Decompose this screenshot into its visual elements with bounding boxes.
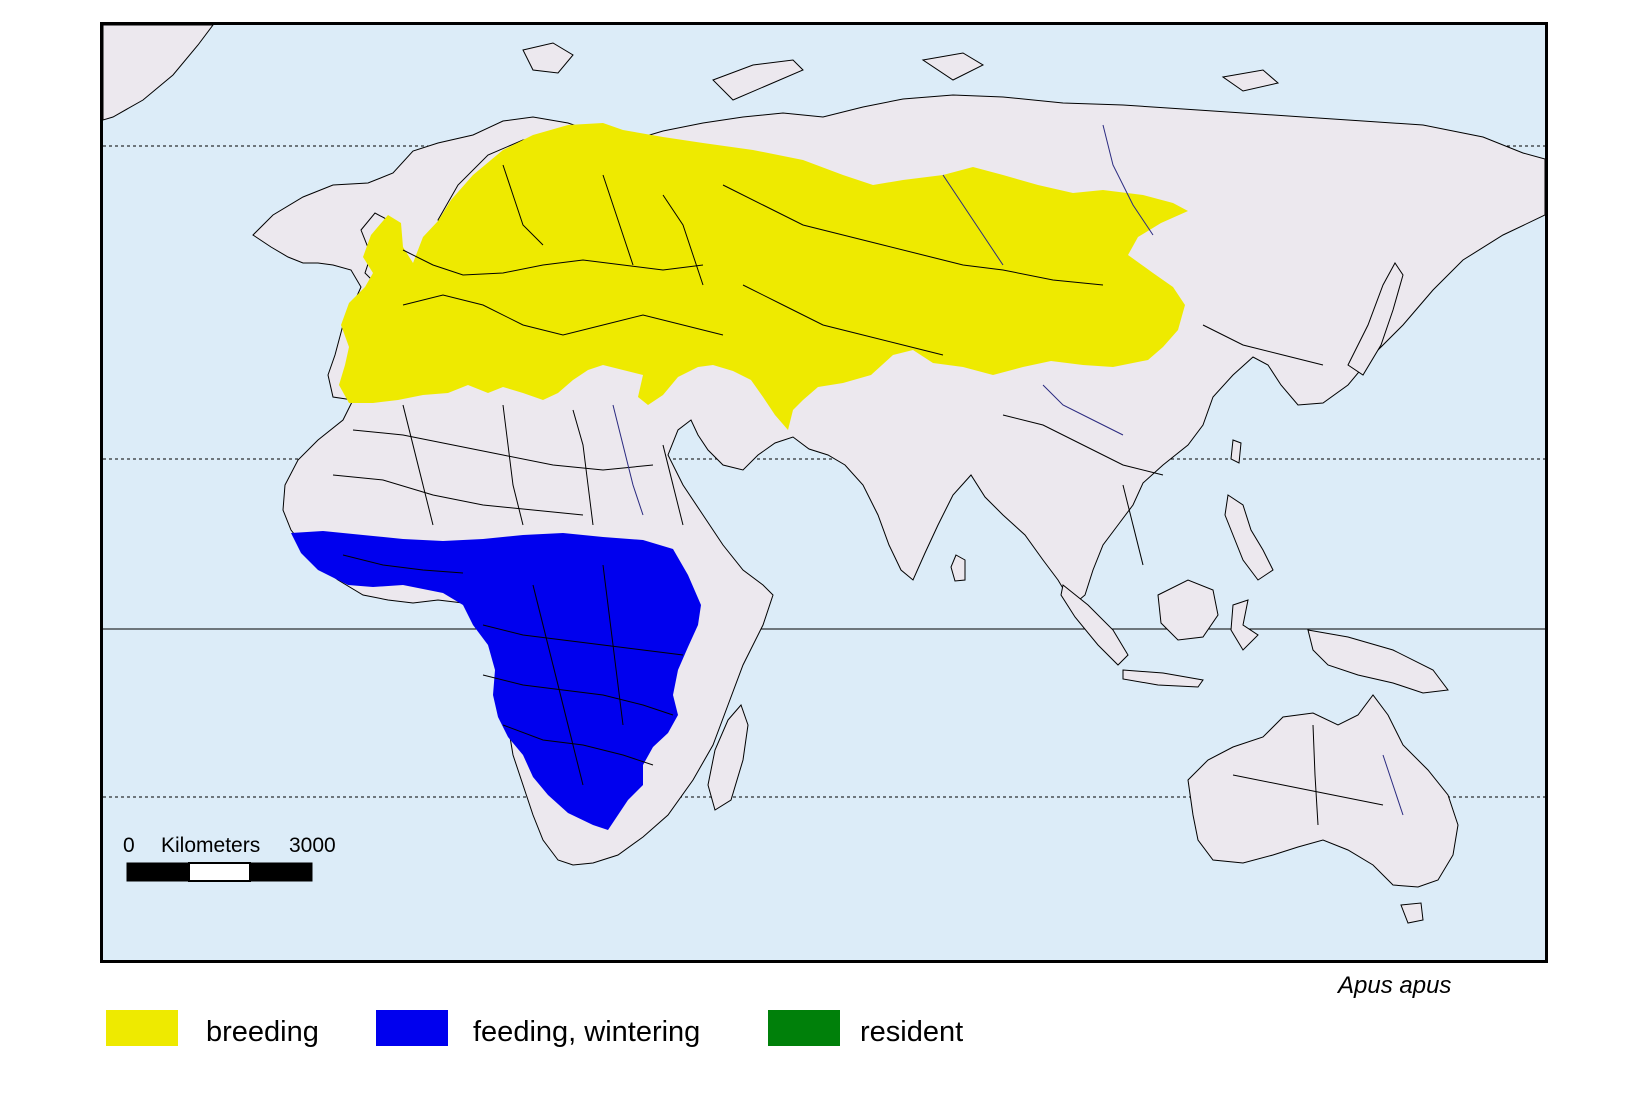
legend-label-breeding: breeding bbox=[206, 1016, 319, 1048]
species-name: Apus apus bbox=[1338, 972, 1452, 999]
svalbard bbox=[522, 42, 574, 74]
tasmania bbox=[1400, 902, 1424, 924]
novaya-zemlya bbox=[712, 59, 804, 101]
legend-swatch-resident bbox=[768, 1010, 840, 1046]
madagascar bbox=[707, 704, 749, 811]
java bbox=[1122, 669, 1204, 688]
taiwan bbox=[1230, 439, 1242, 464]
scale-bar-segment-3 bbox=[249, 862, 313, 882]
breeding-range-area bbox=[339, 123, 1188, 430]
borneo bbox=[1157, 579, 1219, 641]
new-guinea bbox=[1307, 629, 1449, 694]
philippines bbox=[1224, 494, 1274, 581]
range-map bbox=[103, 25, 1545, 924]
wintering-range-area bbox=[291, 531, 701, 830]
new-siberian-islands bbox=[1221, 69, 1280, 92]
legend-label-resident: resident bbox=[860, 1016, 964, 1048]
rivers bbox=[612, 124, 1404, 816]
country-borders bbox=[332, 164, 1384, 826]
severnaya-zemlya bbox=[921, 52, 985, 81]
map-frame: 0 Kilometers 3000 bbox=[100, 22, 1548, 963]
greenland-fragment bbox=[103, 25, 214, 121]
japan bbox=[1347, 262, 1404, 376]
sumatra bbox=[1060, 584, 1129, 666]
scale-unit-label: Kilometers bbox=[161, 834, 261, 857]
scale-bar-segment-1 bbox=[126, 862, 190, 882]
sulawesi bbox=[1230, 599, 1259, 651]
scale-bar bbox=[126, 862, 313, 882]
sri-lanka bbox=[950, 554, 966, 582]
scale-bar-segment-2 bbox=[188, 862, 251, 882]
scale-end-label: 3000 bbox=[289, 834, 336, 857]
legend-swatch-feeding-wintering bbox=[376, 1010, 448, 1046]
australia bbox=[1187, 694, 1459, 888]
scale-start-label: 0 bbox=[123, 834, 135, 857]
legend-label-feeding-wintering: feeding, wintering bbox=[473, 1016, 701, 1048]
legend-swatch-breeding bbox=[106, 1010, 178, 1046]
